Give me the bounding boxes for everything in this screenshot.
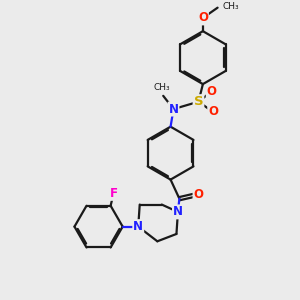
Text: S: S (194, 95, 203, 108)
Text: CH₃: CH₃ (153, 83, 170, 92)
Text: O: O (207, 85, 217, 98)
Text: O: O (194, 188, 203, 201)
Text: N: N (133, 220, 143, 233)
Text: O: O (198, 11, 208, 25)
Text: CH₃: CH₃ (223, 2, 239, 11)
Text: O: O (208, 106, 218, 118)
Text: N: N (169, 103, 178, 116)
Text: N: N (173, 206, 183, 218)
Text: F: F (110, 187, 118, 200)
